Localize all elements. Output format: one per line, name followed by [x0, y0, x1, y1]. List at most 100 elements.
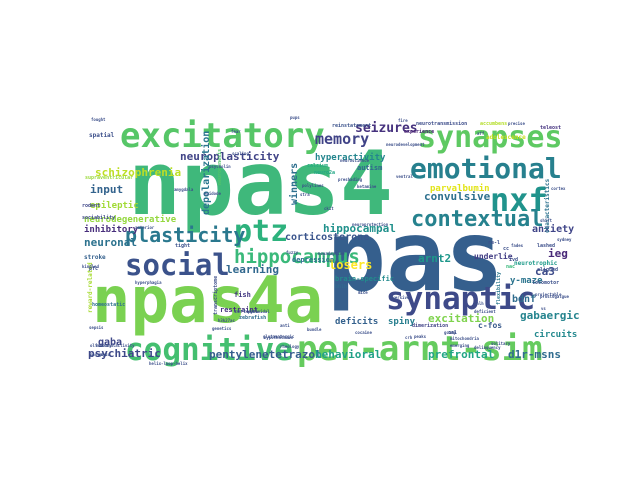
word-aversive: aversive — [390, 295, 410, 300]
word-prostogalgue: prostogalgue — [540, 294, 569, 299]
word-per-arnt-sim: per-arnt-sim — [297, 329, 543, 369]
word-stroke: stroke — [84, 254, 106, 261]
word-neuronal: neuronal — [84, 236, 137, 249]
word-dimerization: dimerization — [412, 323, 448, 329]
word-ketamine: ketamine — [357, 184, 377, 189]
word-shlh: shlh — [474, 301, 484, 306]
word-hyperactivity: hyperactivity — [315, 152, 386, 163]
word-vs: vs — [541, 306, 546, 311]
word-transcriptome: transcriptome — [213, 276, 219, 315]
word-ivd: ivd — [509, 257, 518, 263]
word-depression: depression — [292, 256, 334, 264]
word-cal: cal — [448, 330, 457, 336]
word-aligned: aligned — [537, 267, 558, 273]
word-psycholin: psycholin — [209, 164, 231, 169]
word-locomotor: locomotor — [532, 280, 559, 286]
word-hippocampus: hippocampus — [234, 246, 360, 268]
word-excitatory: excitatory — [120, 116, 325, 156]
word-solitary: solitary — [491, 341, 511, 346]
word-neurodegenerative: neurodegenerative — [84, 214, 177, 225]
word-fades: fades — [511, 243, 524, 248]
word-arnt2: arnt2 — [418, 252, 451, 265]
word-cortex: cortex — [551, 186, 566, 191]
word-zebrafish: zebrafish — [239, 315, 266, 321]
word-genetics: genetics — [212, 326, 232, 331]
word-neuroprotection: neuroprotection — [352, 222, 389, 227]
word-bhlh: bhlh — [335, 284, 347, 290]
word-polylines: polylines — [302, 183, 324, 188]
word-neuro2a: neuro2a — [314, 170, 335, 176]
word-nonadaptive: nonadaptive — [318, 251, 345, 256]
word-fire: fire — [398, 118, 408, 123]
word-excitation: excitation — [428, 312, 494, 325]
word-neurotransmission: neurotransmission — [416, 121, 467, 127]
word-re-l: re-l — [488, 240, 500, 246]
word-accumbens: accumbens — [480, 121, 507, 127]
word-experience: experience — [404, 129, 434, 135]
word-deficient: deficient — [474, 309, 496, 314]
word-synaptic: synaptic — [386, 281, 535, 317]
word-olfactory: olfactory — [90, 343, 112, 348]
word-seizures: seizures — [355, 121, 418, 136]
word-anxiety: anxiety — [532, 223, 574, 235]
word-aff: aff — [477, 131, 485, 136]
word-spatial: spatial — [89, 132, 115, 139]
word-neuronalactivity: neuronalactivity — [96, 343, 135, 348]
word-pyramidal: pyramidal — [248, 309, 270, 314]
word-underlie: underlie — [474, 251, 513, 261]
word-mitochondria: mitochondria — [450, 336, 479, 341]
word-autism: autism — [357, 164, 382, 172]
word-neurogenesis: neurogenesis — [217, 149, 223, 185]
word-sepsis: sepsis — [89, 325, 104, 330]
word-bdnf: bdnf — [512, 294, 536, 305]
word-social: social — [125, 248, 230, 282]
word-amygdala: amygdala — [174, 187, 194, 192]
word-pups: pups — [290, 115, 300, 120]
word-ieg: ieg — [548, 247, 568, 260]
word-anti: anti — [280, 323, 290, 328]
word-winners: winners — [288, 163, 300, 205]
word-ckit: ckit — [324, 206, 334, 211]
word-shift: shift — [540, 218, 553, 223]
word-helix-loop-helix: helix-loop-helix — [149, 361, 188, 366]
word-neurodevelopment: neurodevelopment — [386, 142, 425, 147]
word-ca3: ca3 — [535, 265, 555, 278]
word-deficits: deficits — [335, 316, 378, 327]
word-memory: memory — [315, 130, 369, 148]
word-cocaine: cocaine — [355, 330, 372, 335]
word-fish: fish — [234, 291, 251, 299]
word-pas: pas — [327, 200, 504, 314]
word-c-fos: c-fos — [478, 321, 502, 330]
word-cc: cc — [503, 246, 509, 252]
word-depolarization: depolarization — [200, 131, 212, 215]
word-prefrontal: prefrontal — [428, 348, 494, 361]
word-neuroscience: neuroscience — [340, 158, 369, 163]
word-fear: fear — [231, 129, 241, 134]
word-sociability: sociability — [82, 215, 115, 221]
word-gaba: gaba — [98, 337, 122, 348]
word-lashed: lashed — [537, 243, 555, 249]
word-characteristics: characteristics — [544, 178, 551, 233]
word-hypothalamus: hypothalamus — [264, 335, 293, 340]
word-ventral: ventral — [396, 174, 413, 179]
word-psyco: psyco — [98, 352, 111, 357]
word-stra: stra — [300, 192, 310, 197]
word-ptz: ptz — [234, 214, 288, 249]
word-pfc: pfc — [89, 266, 98, 272]
word-epidode: epidode — [204, 191, 221, 196]
word-flexibility: flexibility — [496, 272, 502, 305]
word-projectable: projectable — [535, 292, 562, 297]
word-calcium: calcium — [307, 163, 328, 169]
word-emerging: emerging — [450, 343, 470, 348]
word-sydney: sydney — [557, 237, 572, 242]
word-fought: fought — [91, 117, 106, 122]
word-peaks: peaks — [414, 334, 427, 339]
word-circuits: circuits — [534, 329, 577, 340]
word-teleost: teleost — [540, 125, 561, 131]
word-restraint: restraint — [220, 306, 258, 314]
word-fuzzy: fuzzy — [286, 250, 299, 255]
word-neuroplasticity: neuroplasticity — [180, 150, 280, 163]
word-kindled: kindled — [82, 264, 99, 269]
word-precise: precise — [508, 121, 525, 126]
